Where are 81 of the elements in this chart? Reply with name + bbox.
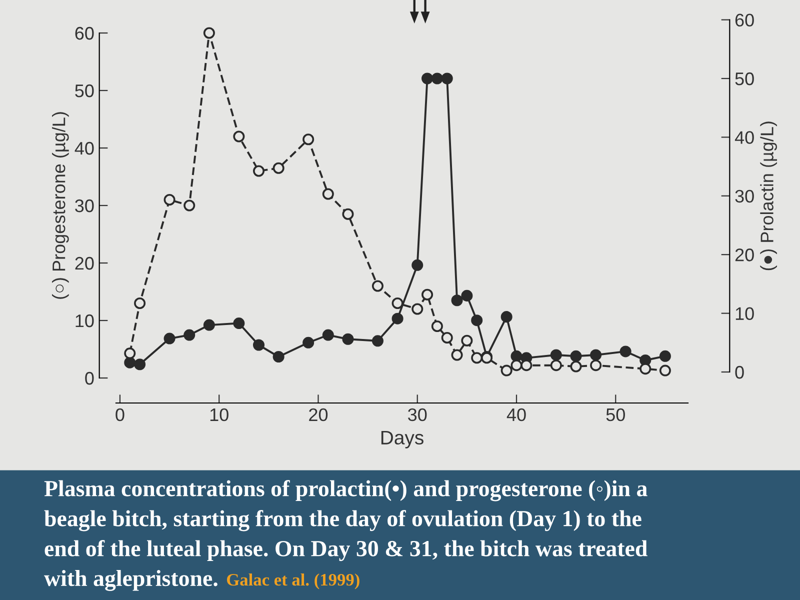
x-tick-label: 10 [210, 408, 228, 422]
text: Plasma concentrations of prolactin(•) and progesterone (◦)in a [44, 480, 648, 502]
point [510, 360, 522, 372]
text: Galac et al. (1999) [226, 573, 360, 590]
point [322, 329, 334, 341]
point [422, 72, 434, 84]
y-tick-label: 0 [85, 372, 94, 385]
y-tick-label: 10 [76, 314, 94, 328]
point [184, 329, 196, 341]
point [441, 332, 453, 344]
point [640, 363, 652, 375]
point [134, 358, 146, 370]
point [322, 188, 334, 200]
y2-axis-title: (●) Prolactin (µg/L) [760, 122, 777, 270]
point [342, 333, 354, 345]
point [520, 360, 532, 372]
point [620, 346, 632, 358]
point [659, 350, 671, 362]
point [451, 349, 463, 361]
x-tick-label: 0 [116, 408, 124, 422]
text: end of the luteal phase. On Day 30 & 31, the bitch was treated [44, 540, 648, 562]
point [570, 350, 582, 362]
x-tick-label: 30 [408, 408, 427, 422]
point [252, 339, 265, 351]
point [252, 165, 265, 177]
point [233, 130, 245, 142]
point [461, 334, 473, 346]
y-tick-label: 40 [74, 142, 94, 155]
point [570, 360, 582, 372]
x-tick-label: 20 [309, 408, 328, 422]
y-tick-label: 20 [75, 256, 94, 270]
point [302, 336, 314, 348]
point [203, 319, 215, 331]
x-tick-label: 40 [506, 408, 526, 422]
point [164, 332, 176, 344]
point [184, 200, 196, 212]
point [342, 208, 354, 220]
point [471, 352, 483, 364]
point [203, 27, 215, 39]
text: with aglepristone. [44, 570, 218, 591]
y2-tick-label: 60 [735, 14, 754, 27]
point [372, 280, 384, 292]
y2-tick-label: 20 [735, 248, 754, 262]
point [659, 364, 671, 376]
point [550, 360, 562, 372]
point [441, 72, 453, 84]
point [422, 288, 434, 300]
point [272, 350, 284, 363]
y-axis-title: (○) Progesterone (µg/L) [52, 112, 69, 299]
point [550, 349, 562, 361]
text: beagle bitch, starting from the day of ovulation (Day 1) to the [44, 510, 642, 532]
y2-tick-label: 40 [734, 131, 754, 144]
point [431, 72, 443, 84]
point [590, 360, 602, 372]
y2-tick-label: 50 [735, 72, 754, 86]
y2-tick-label: 10 [736, 307, 754, 320]
point [233, 318, 245, 330]
y-tick-label: 30 [75, 199, 94, 212]
y-tick-label: 50 [75, 84, 94, 98]
point [451, 294, 463, 306]
point [392, 297, 404, 310]
point [590, 349, 602, 361]
point [412, 259, 424, 271]
x-tick-label: 50 [606, 408, 625, 422]
point [461, 290, 473, 302]
point [500, 311, 512, 323]
point [372, 335, 384, 347]
point [164, 194, 176, 206]
point [500, 364, 512, 376]
y-tick-label: 60 [75, 26, 94, 40]
point [134, 297, 146, 310]
point [471, 314, 483, 326]
y2-tick-label: 30 [735, 190, 754, 203]
point [124, 348, 136, 360]
point [272, 162, 284, 174]
y2-tick-label: 0 [735, 366, 744, 379]
x-axis-title: Days [381, 430, 424, 448]
point [412, 303, 424, 315]
point [431, 320, 443, 332]
point [302, 134, 314, 146]
point [392, 312, 404, 324]
